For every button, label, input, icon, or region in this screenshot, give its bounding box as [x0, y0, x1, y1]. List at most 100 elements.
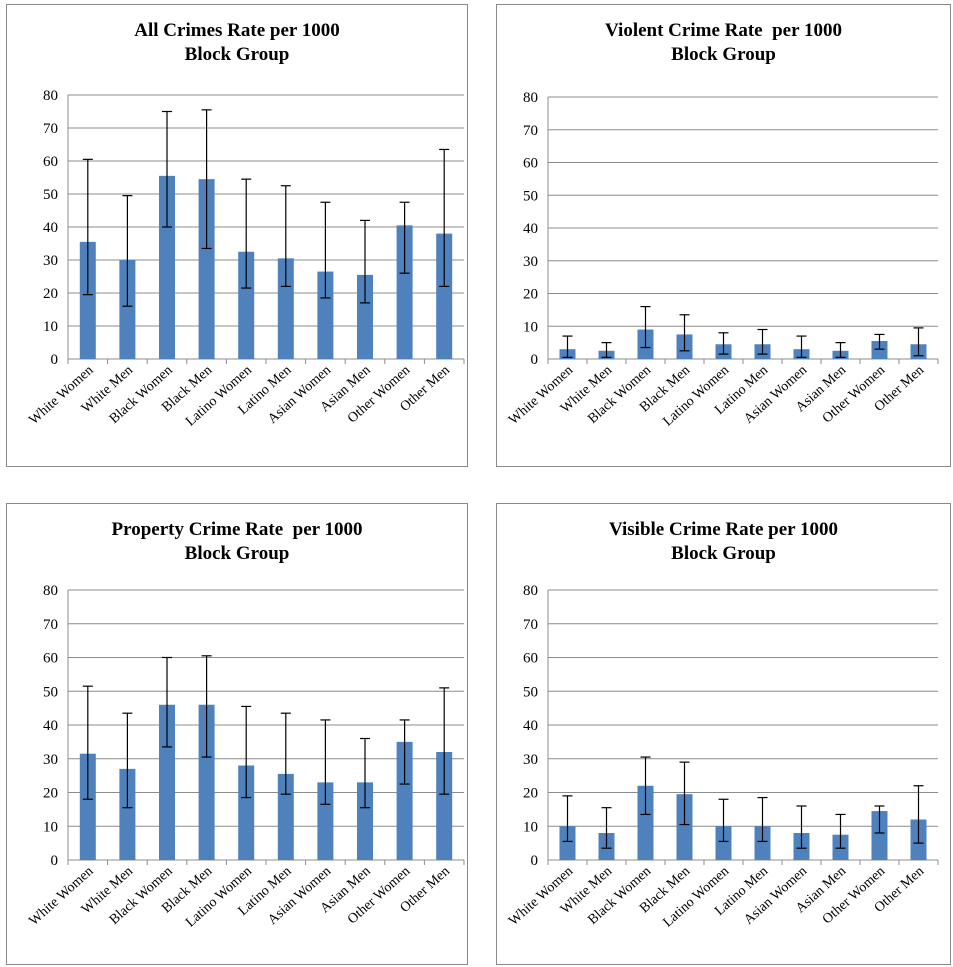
y-tick-label: 50	[523, 188, 538, 204]
y-tick-label: 20	[43, 286, 58, 302]
bar	[277, 258, 294, 359]
y-tick-label: 60	[43, 154, 58, 170]
y-tick-label: 40	[523, 221, 538, 237]
error-bar	[835, 813, 846, 849]
bar	[119, 768, 136, 860]
y-tick-label: 0	[531, 853, 539, 869]
chart-panel-violent-crime: Violent Crime Rate per 1000 Block Group …	[496, 4, 951, 467]
error-bar	[601, 342, 612, 358]
y-tick-label: 70	[43, 121, 58, 137]
error-bar	[241, 705, 252, 799]
error-bar	[360, 737, 370, 809]
bar	[637, 785, 654, 860]
bar	[676, 794, 693, 860]
error-bar	[757, 328, 768, 355]
error-bar	[679, 314, 690, 352]
error-bar	[82, 158, 93, 296]
error-bar	[320, 719, 331, 805]
y-tick-label: 60	[523, 156, 538, 172]
bar	[436, 233, 453, 359]
x-tick-label: White Women	[506, 864, 576, 929]
bar	[79, 753, 96, 860]
y-tick-label: 40	[43, 220, 58, 236]
bar	[159, 704, 175, 860]
error-bar	[439, 687, 450, 795]
y-tick-label: 0	[531, 352, 539, 368]
error-bar	[122, 712, 133, 809]
bar	[754, 826, 771, 860]
y-tick-label: 20	[523, 287, 538, 303]
chart-title-line-1: All Crimes Rate per 1000	[134, 20, 340, 41]
y-tick-label: 40	[523, 718, 538, 734]
error-bar	[913, 785, 924, 844]
error-bar	[122, 195, 133, 307]
y-tick-label: 0	[51, 853, 59, 869]
bar	[871, 340, 888, 359]
y-tick-label: 80	[523, 90, 538, 106]
error-bar	[562, 335, 573, 358]
error-bar	[874, 805, 885, 834]
y-tick-label: 10	[523, 319, 538, 335]
y-tick-label: 80	[43, 88, 58, 104]
bar	[396, 225, 413, 359]
error-bar	[280, 712, 291, 795]
error-bar	[201, 109, 212, 250]
chart-title: All Crimes Rate per 1000 Block Group	[7, 19, 467, 67]
x-tick-label: White Women	[506, 363, 576, 428]
bar	[317, 271, 334, 359]
y-tick-label: 60	[523, 651, 538, 667]
bar	[357, 782, 373, 860]
chart-title: Visible Crime Rate per 1000 Block Group	[497, 518, 950, 566]
bar	[238, 251, 255, 359]
error-bar	[280, 185, 291, 287]
error-bar	[874, 333, 885, 350]
y-tick-label: 30	[523, 254, 538, 270]
y-tick-label: 0	[51, 352, 59, 368]
error-bar	[796, 335, 807, 358]
y-tick-label: 20	[523, 786, 538, 802]
bar	[396, 741, 413, 860]
y-tick-label: 10	[43, 819, 58, 835]
y-tick-label: 80	[523, 583, 538, 599]
chart-title-line-1: Violent Crime Rate per 1000	[605, 20, 842, 41]
error-bar	[718, 332, 729, 355]
chart-title-line-2: Block Group	[671, 543, 776, 564]
bar	[317, 782, 334, 860]
x-tick-label: White Women	[27, 864, 97, 929]
chart-title-line-1: Visible Crime Rate per 1000	[608, 519, 838, 540]
bar	[238, 765, 255, 860]
error-bar	[913, 327, 924, 357]
error-bar	[162, 110, 172, 228]
chart-title-line-1: Property Crime Rate per 1000	[111, 519, 363, 540]
chart-title: Violent Crime Rate per 1000 Block Group	[497, 19, 950, 67]
error-bar	[562, 795, 573, 843]
y-tick-label: 40	[43, 718, 58, 734]
error-bar	[439, 148, 450, 287]
chart-title-line-2: Block Group	[184, 44, 290, 65]
error-bar	[640, 756, 651, 816]
bar	[871, 811, 888, 860]
y-tick-label: 30	[523, 752, 538, 768]
error-bar	[835, 342, 846, 358]
y-tick-label: 70	[43, 617, 58, 633]
y-tick-label: 70	[523, 617, 538, 633]
bar	[119, 260, 136, 359]
chart-panel-all-crimes: All Crimes Rate per 1000 Block Group 0 10…	[6, 4, 468, 467]
chart-title-line-2: Block Group	[671, 44, 776, 65]
chart-title-line-2: Block Group	[184, 543, 290, 564]
error-bar	[757, 796, 768, 843]
y-tick-label: 10	[523, 819, 538, 835]
y-tick-label: 60	[43, 651, 58, 667]
error-bar	[162, 656, 172, 748]
bar	[159, 175, 175, 359]
error-bar	[601, 807, 612, 849]
error-bar	[718, 798, 729, 843]
bar	[79, 241, 96, 359]
error-bar	[241, 178, 252, 289]
error-bar	[679, 761, 690, 826]
chart-panel-visible-crime: Visible Crime Rate per 1000 Block Group …	[496, 503, 951, 965]
error-bar	[796, 805, 807, 849]
